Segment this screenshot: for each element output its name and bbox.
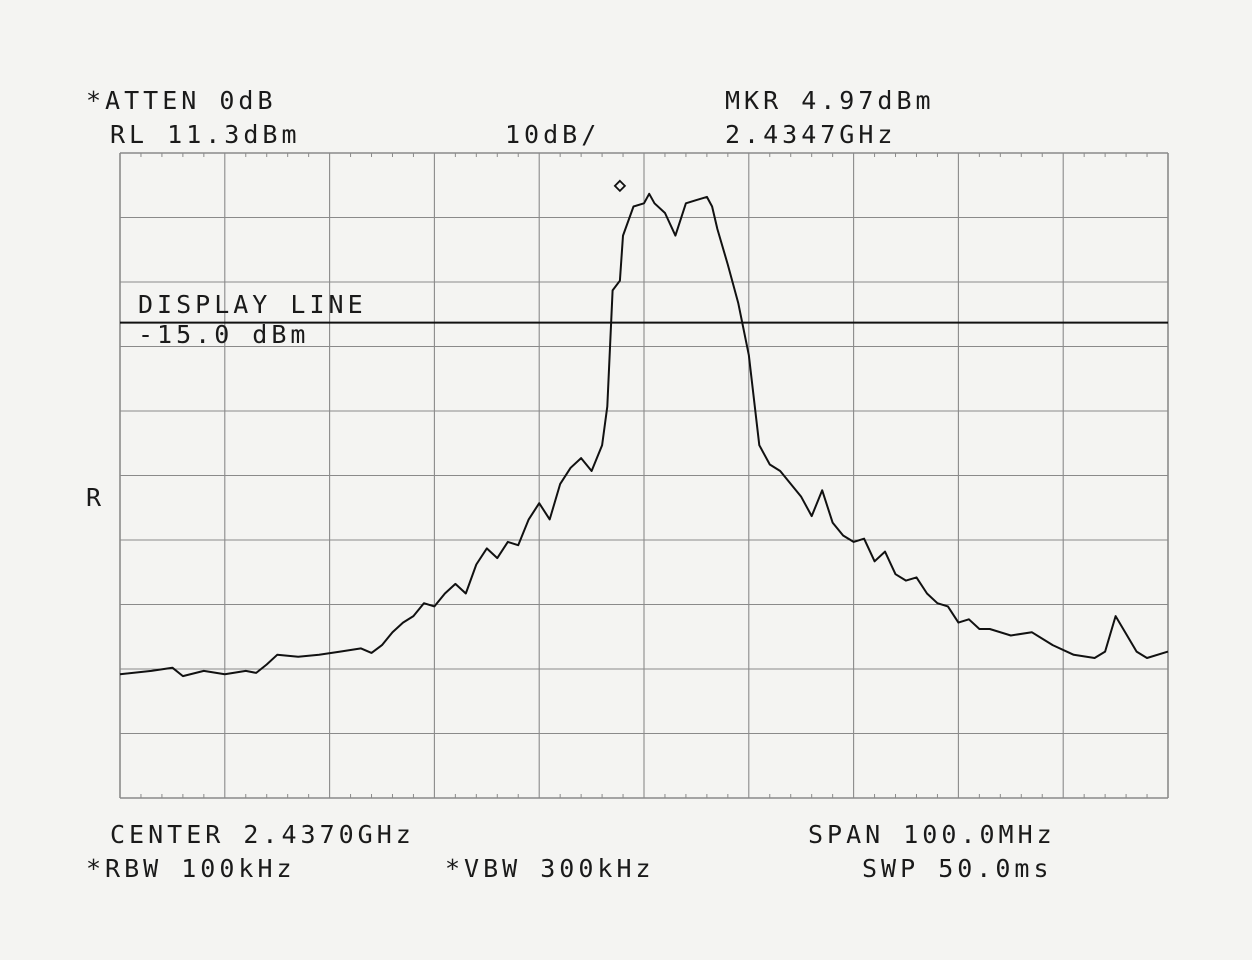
- grid: [119, 152, 1169, 799]
- reference-level-label: RL 11.3dBm: [110, 120, 301, 149]
- marker-frequency-label: 2.4347GHz: [725, 120, 897, 149]
- display-line-label: DISPLAY LINE: [138, 290, 367, 319]
- tick-marks: [140, 153, 1148, 798]
- scale-label: 10dB/: [505, 120, 601, 149]
- center-frequency-label: CENTER 2.4370GHz: [110, 820, 415, 849]
- marker-level-label: MKR 4.97dBm: [725, 86, 935, 115]
- rbw-label: *RBW 100kHz: [86, 854, 296, 883]
- spectrum-trace: [119, 192, 1169, 678]
- span-label: SPAN 100.0MHz: [808, 820, 1056, 849]
- marker-diamond-icon: [613, 179, 627, 193]
- vbw-label: *VBW 300kHz: [445, 854, 655, 883]
- attenuation-label: *ATTEN 0dB: [86, 86, 277, 115]
- display-line-value: -15.0 dBm: [138, 320, 310, 349]
- sweep-time-label: SWP 50.0ms: [862, 854, 1053, 883]
- reference-marker-label: R: [86, 483, 106, 512]
